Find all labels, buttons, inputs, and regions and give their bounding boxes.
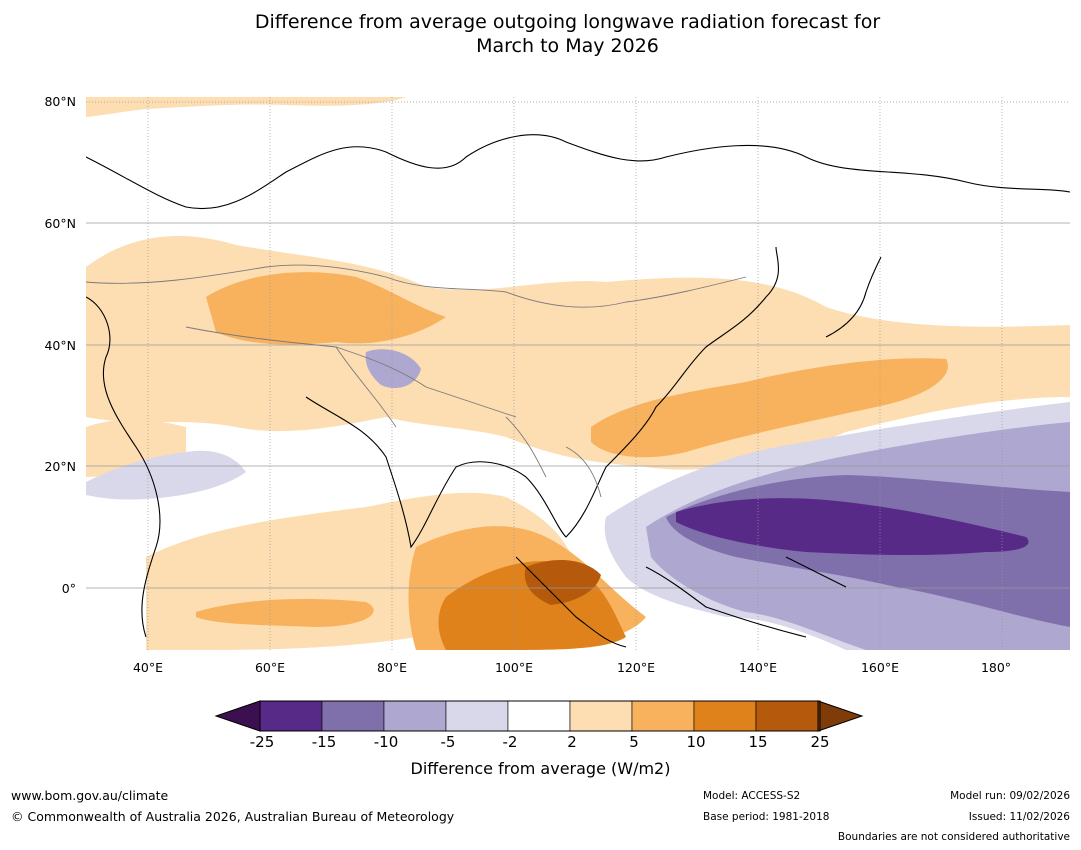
lon-label-80e: 80°E — [376, 660, 408, 675]
colorbar-tick: 10 — [686, 733, 706, 751]
lon-label-140e: 140°E — [738, 660, 777, 675]
colorbar-tick: 15 — [748, 733, 768, 751]
colorbar-segment — [631, 700, 695, 732]
copyright-text: © Commonwealth of Australia 2026, Austra… — [11, 809, 455, 824]
anomaly-area-darker-orange-java-sea — [524, 560, 601, 605]
lat-label-40n: 40°N — [44, 338, 76, 353]
colorbar-extend-low — [214, 700, 261, 732]
anomaly-area-orange-indian-ocean — [196, 599, 374, 627]
colorbar-tick: -25 — [249, 733, 275, 751]
colorbar-segment — [569, 700, 633, 732]
colorbar-tick: -5 — [440, 733, 456, 751]
colorbar-segment — [321, 700, 385, 732]
colorbar-tick: -2 — [502, 733, 518, 751]
base-period-text: Base period: 1981-2018 — [703, 811, 830, 823]
colorbar-segment — [259, 700, 323, 732]
model-run-text: Model run: 09/02/2026 — [950, 790, 1070, 802]
lon-label-180: 180° — [980, 660, 1012, 675]
colorbar-segment — [693, 700, 757, 732]
colorbar — [214, 700, 864, 732]
lon-label-40e: 40°E — [132, 660, 164, 675]
lon-label-100e: 100°E — [494, 660, 533, 675]
coastlines — [86, 134, 1070, 648]
colorbar-tick: -15 — [311, 733, 337, 751]
lat-label-80n: 80°N — [44, 94, 76, 109]
issued-text: Issued: 11/02/2026 — [968, 811, 1070, 823]
graticule — [86, 97, 1070, 650]
colorbar-extend-high — [817, 700, 864, 732]
colorbar-segment — [383, 700, 447, 732]
title-line-2: March to May 2026 — [476, 35, 659, 57]
title-line-1: Difference from average outgoing longwav… — [254, 11, 881, 33]
chart-title: Difference from average outgoing longwav… — [0, 10, 1081, 58]
colorbar-segment — [507, 700, 571, 732]
region-contour-map — [86, 97, 1070, 650]
anomaly-area-lightest-purple-india — [86, 450, 246, 500]
colorbar-tick: 25 — [810, 733, 830, 751]
model-text: Model: ACCESS-S2 — [703, 790, 801, 802]
colorbar-tick: 5 — [629, 733, 639, 751]
colorbar-title: Difference from average (W/m2) — [410, 759, 671, 778]
anomaly-area-dark-purple — [676, 498, 1029, 556]
lon-label-60e: 60°E — [254, 660, 286, 675]
lat-label-60n: 60°N — [44, 216, 76, 231]
colorbar-tick: 2 — [567, 733, 577, 751]
disclaimer-text: Boundaries are not considered authoritat… — [837, 831, 1070, 843]
map-panel — [86, 97, 1070, 650]
lat-label-0: 0° — [61, 581, 76, 596]
website-link[interactable]: www.bom.gov.au/climate — [11, 788, 169, 803]
colorbar-tick: -10 — [373, 733, 399, 751]
colorbar-segment — [445, 700, 509, 732]
anomaly-area-orange-central-asia — [206, 272, 446, 345]
country-borders — [86, 264, 747, 498]
lon-label-160e: 160°E — [860, 660, 899, 675]
colorbar-segment — [755, 700, 819, 732]
lon-label-120e: 120°E — [616, 660, 655, 675]
lat-label-20n: 20°N — [44, 459, 76, 474]
anomaly-area-orange-east-china — [591, 358, 948, 458]
anomaly-area-light-orange-top — [86, 97, 406, 117]
